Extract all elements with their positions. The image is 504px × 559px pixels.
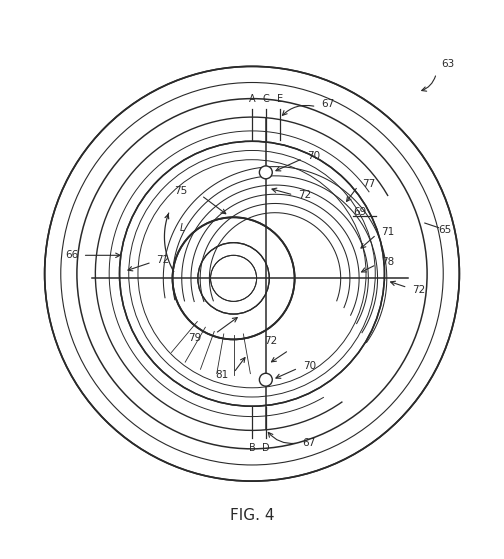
- Text: 72: 72: [412, 285, 425, 295]
- Text: 72: 72: [298, 190, 311, 200]
- Text: C: C: [263, 94, 269, 105]
- Text: E: E: [277, 94, 283, 105]
- Text: B: B: [248, 443, 256, 453]
- Text: 79: 79: [188, 333, 201, 343]
- Text: 66: 66: [65, 250, 78, 260]
- Text: 67: 67: [303, 438, 316, 448]
- Circle shape: [119, 141, 385, 406]
- Circle shape: [211, 255, 257, 301]
- Text: 70: 70: [307, 151, 321, 161]
- Text: 81: 81: [216, 370, 229, 380]
- Text: 71: 71: [381, 228, 394, 237]
- Text: FIG. 4: FIG. 4: [230, 508, 274, 523]
- Text: 72: 72: [156, 255, 170, 265]
- Circle shape: [260, 166, 272, 179]
- Text: L: L: [180, 222, 185, 233]
- Text: 63: 63: [441, 59, 454, 69]
- Text: 77: 77: [362, 179, 376, 189]
- Circle shape: [260, 373, 272, 386]
- Text: 78: 78: [381, 257, 394, 267]
- Text: D: D: [262, 443, 270, 453]
- Text: 72: 72: [264, 335, 277, 345]
- Circle shape: [172, 217, 295, 339]
- Text: A: A: [248, 94, 256, 105]
- Text: 67: 67: [321, 100, 334, 110]
- Circle shape: [198, 243, 269, 314]
- Circle shape: [45, 67, 459, 481]
- Text: 70: 70: [303, 361, 316, 371]
- Text: 69: 69: [353, 206, 366, 216]
- Text: 65: 65: [438, 225, 452, 235]
- Text: 75: 75: [174, 186, 187, 196]
